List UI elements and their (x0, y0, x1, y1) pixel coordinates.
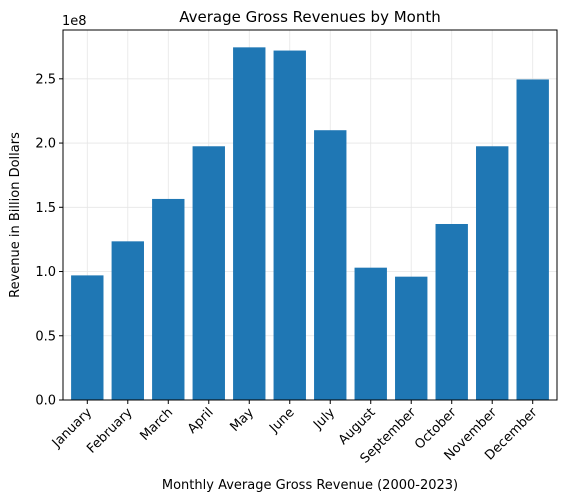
bar-june (273, 50, 306, 401)
bar-september (395, 276, 428, 400)
bar-august (354, 267, 387, 400)
x-tick-label: July (310, 405, 338, 433)
y-tick-label: 0.0 (35, 394, 56, 409)
bar-october (435, 223, 468, 400)
bar-january (71, 275, 104, 400)
y-tick-label: 1.0 (35, 265, 56, 280)
bar-march (152, 198, 185, 400)
y-tick-label: 1.5 (35, 201, 56, 216)
y-tick-label: 2.0 (35, 137, 56, 152)
bar-february (111, 241, 144, 400)
x-tick-label: April (185, 405, 217, 437)
y-axis-ticks: 0.0 0.5 1.0 1.5 2.0 2.5 (35, 72, 63, 409)
bars (71, 47, 549, 401)
y-axis-label: Revenue in Billion Dollars (8, 132, 23, 298)
plot-frame (62, 29, 558, 401)
y-tick-label: 0.5 (35, 329, 56, 344)
x-axis-label: Monthly Average Gross Revenue (2000-2023… (162, 478, 458, 493)
x-tick-label: June (266, 405, 297, 436)
bar-december (516, 79, 549, 401)
bar-april (192, 146, 225, 400)
x-tick-label: March (137, 405, 176, 444)
bar-november (476, 146, 509, 400)
bar-may (233, 47, 266, 400)
x-tick-label: May (227, 405, 257, 435)
chart-title: Average Gross Revenues by Month (179, 8, 441, 26)
y-axis-offset-text: 1e8 (62, 14, 87, 29)
y-tick-label: 2.5 (35, 72, 56, 87)
bar-july (314, 130, 347, 401)
